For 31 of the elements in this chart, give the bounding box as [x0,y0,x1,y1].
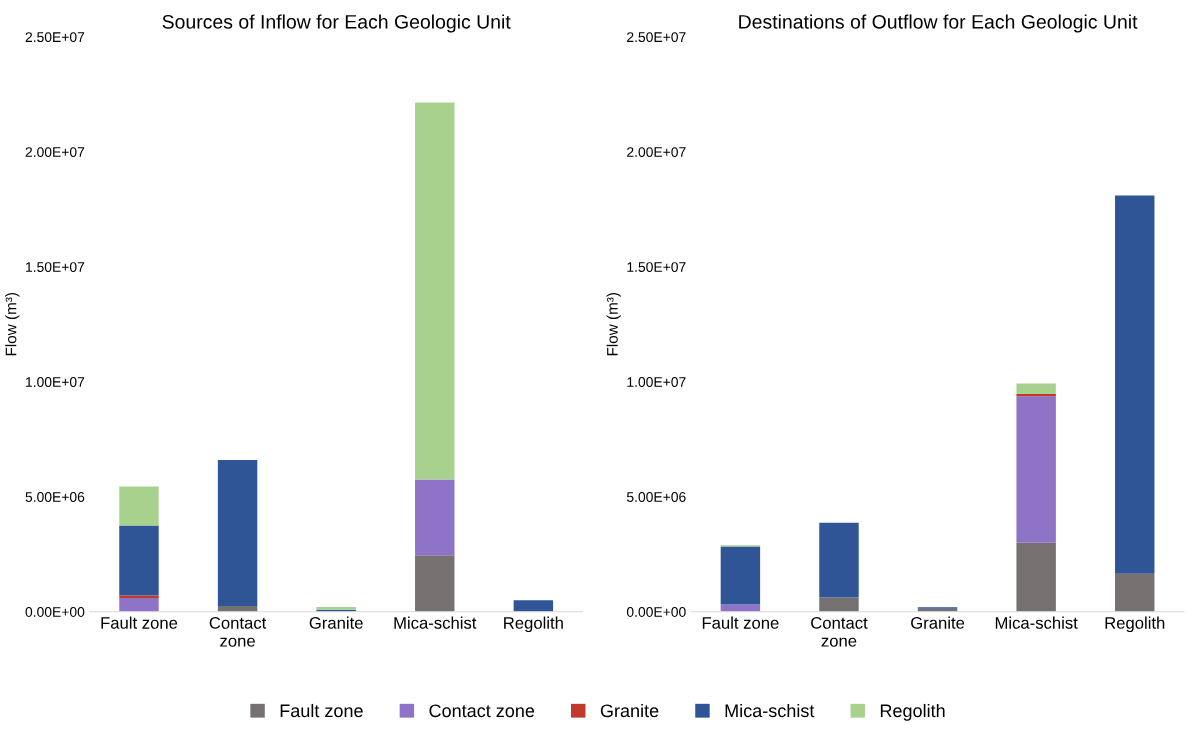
x-tick-label: Mica-schist [995,616,1078,629]
x-tick-label: Fault zone [101,616,178,629]
legend-label: Fault zone [280,703,363,718]
x-tick-label: Fault zone [702,616,779,629]
y-tick-label: 5.00E+06 [626,492,686,502]
x-tick-label: Contact zone [811,617,868,647]
x-tick-label: Granite [309,616,363,629]
y-tick-label: 2.00E+07 [25,147,85,157]
x-tick-label: Mica-schist [394,616,477,629]
legend-label: Granite [600,703,659,718]
y-tick-label: 1.50E+07 [26,262,85,272]
y-tick-label: 0.00E+00 [626,607,686,617]
y-axis-title: Flow (m³) [5,292,20,356]
y-tick-label: 1.00E+07 [26,377,85,387]
chart-title: Destinations of Outflow for Each Geologic Unit [739,14,1138,33]
y-axis-title: Flow (m³) [606,292,621,356]
y-tick-label: 5.00E+06 [25,492,85,502]
y-tick-label: 1.50E+07 [627,262,686,272]
y-tick-label: 1.00E+07 [627,377,686,387]
chart-title: Sources of Inflow for Each Geologic Unit [162,14,511,33]
y-tick-label: 2.00E+07 [627,147,686,157]
legend-label: Regolith [880,703,945,721]
x-tick-label: Regolith [504,616,563,633]
x-tick-label: Regolith [1105,616,1165,633]
y-tick-label: 0.00E+00 [25,607,85,617]
y-tick-label: 2.50E+07 [627,32,686,43]
x-tick-label: Contact zone [209,617,267,647]
x-tick-label: Granite [911,616,965,629]
legend-label: Contact zone [429,704,535,718]
legend-label: Mica-schist [725,703,815,718]
y-tick-label: 2.50E+07 [25,32,85,43]
